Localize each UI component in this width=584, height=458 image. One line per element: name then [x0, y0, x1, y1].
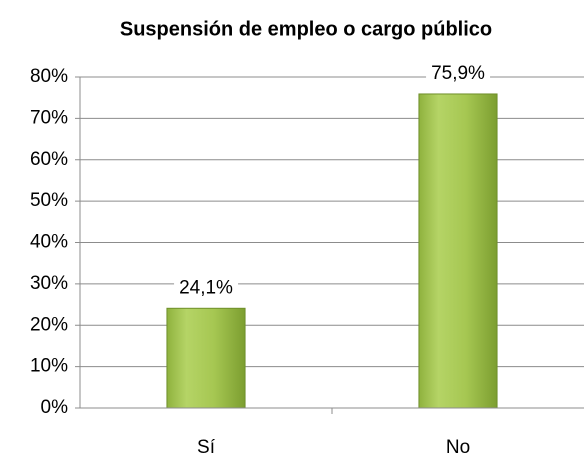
- value-label: 24,1%: [179, 277, 233, 298]
- bar: [418, 93, 498, 409]
- y-tick-label: 10%: [30, 356, 68, 377]
- value-label-bg: [174, 275, 239, 301]
- value-label-bg: [426, 60, 491, 86]
- y-tick-label: 60%: [30, 149, 68, 170]
- y-tick-label: 30%: [30, 273, 68, 294]
- y-tick-label: 50%: [30, 190, 68, 211]
- value-label: 75,9%: [431, 63, 485, 84]
- bar: [166, 307, 246, 409]
- x-tick-label: No: [446, 437, 470, 458]
- y-tick-label: 40%: [30, 232, 68, 253]
- y-tick-label: 80%: [30, 66, 68, 87]
- y-tick-label: 0%: [41, 397, 69, 418]
- x-tick-label: Sí: [197, 437, 216, 458]
- y-tick-label: 20%: [30, 314, 68, 335]
- y-tick-label: 70%: [30, 107, 68, 128]
- chart-title: Suspensión de empleo o cargo público: [120, 18, 492, 40]
